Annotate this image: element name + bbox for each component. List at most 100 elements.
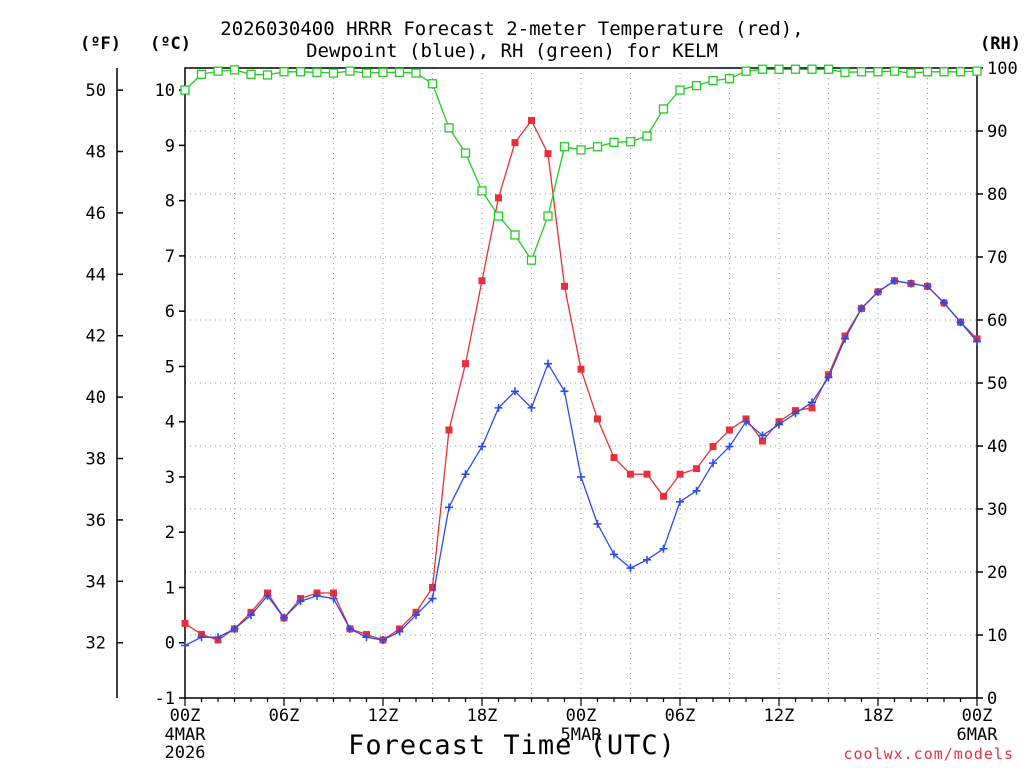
rh-line xyxy=(184,68,978,262)
dewpoint-point xyxy=(527,403,536,412)
chart-title-line-1: 2026030400 HRRR Forecast 2-meter Tempera… xyxy=(220,18,804,40)
dewpoint-point xyxy=(395,627,404,636)
rh-point xyxy=(955,67,966,77)
dewpoint-point xyxy=(841,334,849,343)
fahrenheit-tick-label: 50 xyxy=(86,81,106,101)
rh-point xyxy=(691,80,702,91)
rh-tick-label: 50 xyxy=(987,374,1007,394)
dewpoint-point xyxy=(494,403,503,412)
rh-point xyxy=(873,67,883,77)
2-meter-temperature-point xyxy=(808,404,816,412)
fahrenheit-tick-label: 34 xyxy=(86,572,106,592)
fahrenheit-unit-label: (ºF) xyxy=(80,34,121,54)
rh-point xyxy=(840,67,850,78)
celsius-tick-label: 6 xyxy=(165,302,175,322)
rh-point xyxy=(972,66,982,76)
fahrenheit-tick-label: 42 xyxy=(86,327,106,347)
dewpoint-point xyxy=(214,633,222,642)
fahrenheit-tick-label: 32 xyxy=(86,634,106,654)
dewpoint-point xyxy=(610,550,618,559)
celsius-tick-label: 5 xyxy=(165,357,175,377)
x-tick-label: 00Z xyxy=(170,706,201,726)
dewpoint-point xyxy=(791,409,800,418)
dewpoint-point xyxy=(461,470,470,479)
rh-point xyxy=(229,65,240,75)
rh-point xyxy=(790,64,801,74)
rh-tick-label: 0 xyxy=(987,689,997,709)
dewpoint-point xyxy=(890,276,899,285)
rh-point xyxy=(312,67,322,78)
2-meter-temperature-point xyxy=(660,492,667,500)
dewpoint-point xyxy=(247,611,255,620)
2-meter-temperature-point xyxy=(709,443,717,451)
2-meter-temperature-point xyxy=(676,470,684,478)
rh-point xyxy=(757,64,768,74)
rh-point xyxy=(856,67,867,77)
x-tick-label: 00Z xyxy=(566,706,597,726)
x-date-label: 5MAR xyxy=(561,725,603,745)
x-axis-title: Forecast Time (UTC) xyxy=(348,730,676,761)
dewpoint-point xyxy=(577,472,585,481)
x-tick-label: 12Z xyxy=(368,706,399,726)
fahrenheit-tick-label: 46 xyxy=(86,204,106,224)
2-meter-temperature-point xyxy=(594,415,601,423)
dewpoint-point xyxy=(775,420,783,429)
rh-point xyxy=(493,211,504,221)
celsius-unit-label: (ºC) xyxy=(150,34,191,54)
chart-title-line-2: Dewpoint (blue), RH (green) for KELM xyxy=(306,40,718,62)
dewpoint-point xyxy=(362,633,371,642)
x-tick-label: 18Z xyxy=(467,706,498,726)
2-meter-temperature-point xyxy=(627,470,634,478)
dewpoint-point xyxy=(874,287,882,296)
2-meter-temperature-point xyxy=(445,426,453,434)
rh-tick-label: 70 xyxy=(987,248,1007,268)
rh-tick-label: 30 xyxy=(987,500,1007,520)
dewpoint-point xyxy=(560,387,569,396)
dewpoint-point xyxy=(593,519,602,528)
dewpoint-point xyxy=(692,486,701,495)
rh-point xyxy=(262,70,273,80)
rh-point xyxy=(592,142,603,152)
rh-point xyxy=(543,211,553,221)
dewpoint-point xyxy=(296,597,305,606)
rh-point xyxy=(609,137,619,147)
rh-point xyxy=(460,148,471,158)
x-tick-label: 18Z xyxy=(863,706,894,726)
rh-point xyxy=(675,85,685,95)
fahrenheit-tick-label: 38 xyxy=(86,450,106,470)
rh-point xyxy=(526,255,537,265)
rh-point xyxy=(625,137,636,147)
rh-point xyxy=(444,123,454,133)
x-tick-label: 06Z xyxy=(269,706,300,726)
credit-text: coolwx.com/models xyxy=(843,745,1014,763)
dewpoint-point xyxy=(973,337,981,346)
2-meter-temperature-point xyxy=(577,365,585,373)
rh-point xyxy=(889,66,900,76)
rh-point xyxy=(559,142,570,152)
rh-point xyxy=(724,74,735,84)
rh-point xyxy=(922,67,933,77)
rh-point xyxy=(642,131,652,141)
2-meter-temperature-point xyxy=(544,150,552,158)
dewpoint-point xyxy=(857,304,866,313)
dewpoint-point xyxy=(379,635,387,644)
dewpoint-point xyxy=(742,417,750,426)
rh-point xyxy=(328,68,339,78)
rh-tick-label: 60 xyxy=(987,311,1007,331)
rh-tick-label: 20 xyxy=(987,563,1007,583)
rh-point xyxy=(427,79,438,89)
celsius-tick-label: 0 xyxy=(165,634,175,654)
2-meter-temperature-point xyxy=(561,282,568,290)
fahrenheit-tick-label: 48 xyxy=(86,143,106,163)
rh-point xyxy=(213,66,223,76)
x-date-label: 6MAR xyxy=(957,725,999,745)
rh-point xyxy=(658,104,669,114)
dewpoint-point xyxy=(956,318,965,327)
dewpoint-point xyxy=(725,442,734,451)
rh-point xyxy=(741,66,751,76)
dewpoint-point xyxy=(329,594,338,603)
2-meter-temperature-point xyxy=(643,470,651,478)
dewpoint-point xyxy=(412,611,420,620)
rh-point xyxy=(411,68,421,78)
